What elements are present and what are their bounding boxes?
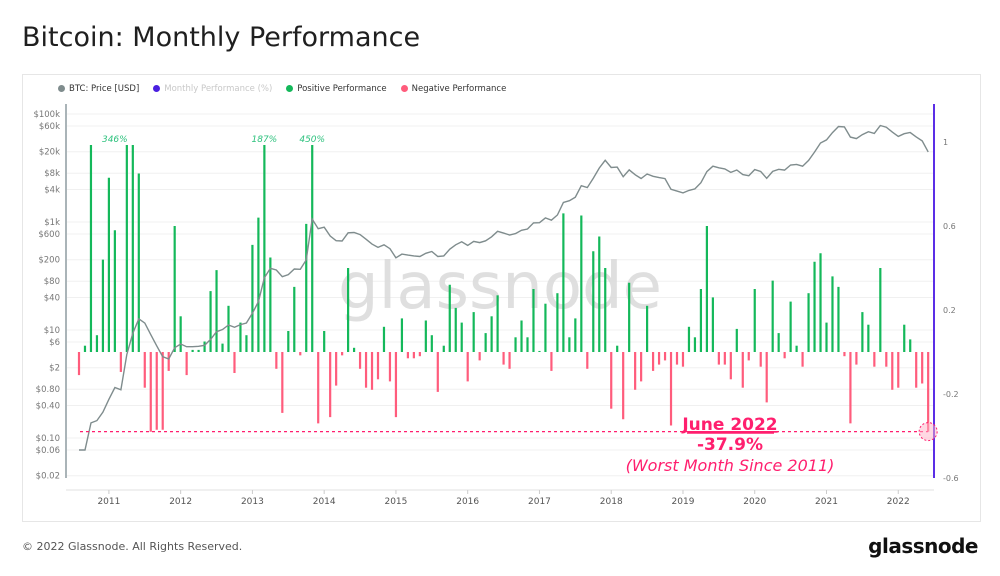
- left-tick-label: $0.40: [36, 401, 60, 411]
- left-tick-label: $100k: [33, 110, 60, 120]
- legend-item-negative[interactable]: Negative Performance: [400, 84, 507, 94]
- legend-item-positive[interactable]: Positive Performance: [286, 84, 387, 94]
- left-tick-label: $4k: [44, 185, 60, 195]
- bar-value-label: 187%: [252, 135, 278, 145]
- left-tick-label: $0.10: [36, 434, 60, 444]
- bar-value-label: 450%: [299, 135, 325, 145]
- bar-value-label: 346%: [102, 135, 128, 145]
- left-tick-label: $8k: [44, 169, 60, 179]
- x-tick-label: 2017: [528, 497, 551, 507]
- legend-dot-icon: [400, 85, 408, 92]
- right-tick-label: 0.2: [943, 306, 956, 315]
- glassnode-logo: glassnode: [868, 534, 978, 558]
- legend-label: BTC: Price [USD]: [69, 84, 140, 94]
- watermark: glassnode: [338, 250, 662, 324]
- annotation-note: (Worst Month Since 2011): [626, 456, 835, 475]
- x-tick-label: 2016: [456, 497, 479, 507]
- x-tick-label: 2015: [384, 497, 407, 507]
- page-title: Bitcoin: Monthly Performance: [22, 22, 421, 53]
- x-tick-label: 2018: [600, 497, 623, 507]
- left-tick-label: $0.06: [36, 446, 60, 456]
- x-tick-label: 2020: [743, 497, 766, 507]
- legend-dot-icon: [58, 85, 65, 92]
- left-tick-label: $1k: [44, 218, 60, 228]
- legend-label: Negative Performance: [411, 84, 507, 94]
- left-tick-label: $200: [38, 256, 60, 266]
- left-tick-label: $0.02: [36, 472, 60, 482]
- x-tick-label: 2011: [97, 497, 120, 507]
- x-tick-label: 2014: [313, 497, 336, 507]
- copyright: © 2022 Glassnode. All Rights Reserved.: [22, 540, 243, 553]
- right-tick-label: 0.6: [943, 222, 956, 231]
- right-tick-label: 1: [943, 138, 948, 147]
- legend-dot-icon: [286, 85, 294, 92]
- x-tick-label: 2013: [241, 497, 264, 507]
- left-tick-label: $6: [49, 338, 60, 348]
- left-tick-label: $10: [44, 326, 60, 336]
- left-tick-label: $20k: [39, 148, 60, 158]
- x-tick-label: 2019: [672, 497, 695, 507]
- x-tick-label: 2021: [815, 497, 838, 507]
- right-tick-label: -0.6: [943, 474, 959, 483]
- x-tick-label: 2012: [169, 497, 192, 507]
- left-tick-label: $40: [44, 293, 60, 303]
- legend-dot-icon: [153, 85, 161, 92]
- left-tick-label: $60k: [39, 122, 60, 132]
- legend-label: Monthly Performance (%): [164, 84, 273, 94]
- left-tick-label: $80: [44, 277, 60, 287]
- legend: BTC: Price [USD] Monthly Performance (%)…: [58, 84, 506, 94]
- legend-label: Positive Performance: [297, 84, 387, 94]
- right-tick-label: -0.2: [943, 390, 959, 399]
- legend-item-price[interactable]: BTC: Price [USD]: [58, 84, 139, 94]
- left-tick-label: $0.80: [36, 385, 60, 395]
- chart-card: [22, 74, 981, 522]
- left-tick-label: $600: [38, 230, 60, 240]
- annotation-title: June 2022: [681, 415, 777, 435]
- left-tick-label: $2: [49, 364, 60, 374]
- price-line: [79, 124, 929, 451]
- annotation-value: -37.9%: [697, 435, 763, 455]
- x-tick-label: 2022: [887, 497, 910, 507]
- legend-item-monthly-performance[interactable]: Monthly Performance (%): [153, 84, 272, 94]
- worst-month-marker: [918, 422, 938, 442]
